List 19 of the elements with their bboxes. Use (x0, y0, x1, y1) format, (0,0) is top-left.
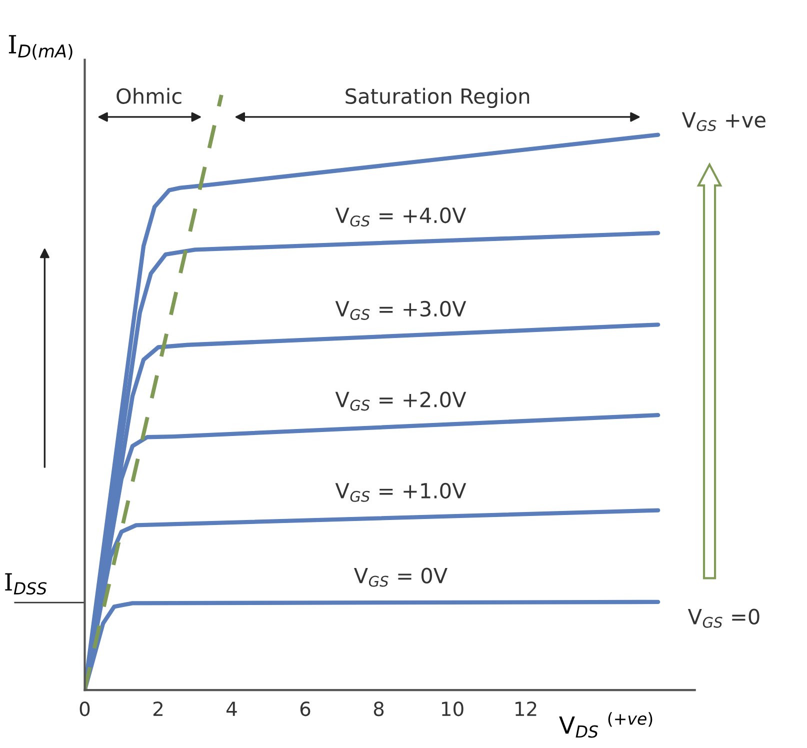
x-tick-label: 2 (153, 701, 162, 716)
x-tick-label: 0 (80, 701, 90, 716)
ref-line-label: I$_{DSS}$ (5, 573, 47, 595)
series-label: V$_{GS}$ = +2.0V (335, 392, 466, 411)
annotation: V$_{GS}$ +ve (682, 112, 766, 132)
x-tick-label: 4 (226, 702, 237, 716)
x-tick-label: 10 (442, 701, 464, 716)
series-label: V$_{GS}$ = +4.0V (335, 207, 466, 227)
y-axis-title: I$_{D(mA)}$ (8, 35, 72, 60)
x-tick-label: 8 (374, 701, 384, 716)
x-tick-label: 12 (516, 701, 536, 716)
x-tick-label: 6 (300, 701, 310, 716)
x-axis-title: V$_{DS}$ $^{(+ve)}$ (559, 712, 652, 738)
series-label: V$_{GS}$ = +1.0V (335, 482, 466, 502)
annotation: V$_{GS}$ =0 (688, 608, 760, 628)
series-label: V$_{GS}$ = 0V (354, 568, 448, 587)
annotation: Ohmic (116, 88, 182, 104)
annotation: Saturation Region (346, 88, 530, 108)
series-label: V$_{GS}$ = +3.0V (335, 300, 466, 320)
